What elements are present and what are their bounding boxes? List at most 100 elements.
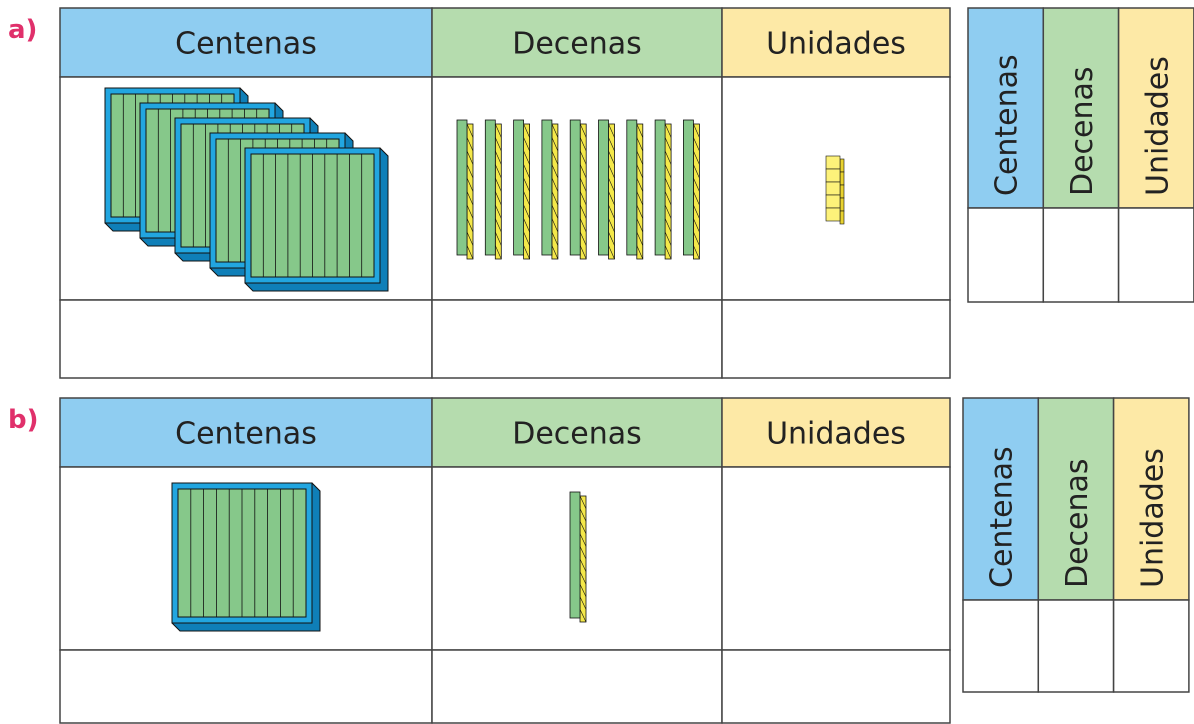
side-header-cell bbox=[962, 397, 1040, 601]
answer-cell bbox=[59, 649, 433, 724]
rod-line bbox=[636, 204, 644, 219]
rod-line bbox=[664, 164, 672, 179]
exercise-label: a) bbox=[8, 15, 37, 45]
rod-line bbox=[664, 150, 672, 165]
rod-line bbox=[495, 218, 502, 233]
rod-line bbox=[664, 191, 672, 206]
rod-line bbox=[608, 191, 615, 206]
column-header: Centenas bbox=[175, 27, 317, 62]
rod-line bbox=[608, 150, 615, 165]
side-header-cell bbox=[1112, 397, 1190, 601]
rod-line bbox=[608, 123, 615, 138]
cube-side bbox=[839, 158, 845, 173]
rod-line bbox=[693, 245, 700, 260]
rod-line bbox=[636, 177, 644, 192]
rod-line bbox=[466, 150, 474, 165]
rod-line bbox=[693, 204, 700, 219]
rod-line bbox=[608, 218, 615, 233]
rod-line bbox=[495, 191, 502, 206]
rod-line bbox=[636, 137, 644, 152]
ten-rod bbox=[569, 119, 587, 260]
rod-line bbox=[608, 245, 615, 260]
header-cell bbox=[59, 397, 433, 468]
rod-line bbox=[495, 123, 502, 138]
rod-line bbox=[693, 218, 700, 233]
rod-line bbox=[495, 137, 502, 152]
rod-line bbox=[579, 123, 587, 138]
rod-line bbox=[579, 191, 587, 206]
header-cell bbox=[431, 7, 723, 78]
rod-line bbox=[466, 245, 474, 260]
side-answer-cell bbox=[1117, 207, 1194, 303]
rod-line bbox=[495, 150, 502, 165]
cube-side bbox=[839, 184, 845, 199]
rod-line bbox=[664, 123, 672, 138]
side-answer-cell bbox=[1112, 599, 1190, 693]
rod-line bbox=[579, 558, 587, 572]
side-answer-cell bbox=[1037, 599, 1115, 693]
ten-rod bbox=[484, 119, 502, 260]
rod-face bbox=[484, 119, 496, 256]
rod-line bbox=[466, 191, 474, 206]
answer-cell bbox=[721, 649, 951, 724]
rod-line bbox=[693, 123, 700, 138]
rod-line bbox=[636, 150, 644, 165]
rod-line bbox=[495, 177, 502, 192]
rod-face bbox=[569, 119, 581, 256]
rod-line bbox=[495, 245, 502, 260]
hundred-flat bbox=[244, 147, 389, 292]
rod-line bbox=[495, 164, 502, 179]
rod-line bbox=[551, 150, 559, 165]
ten-rod bbox=[683, 119, 700, 260]
side-header: Decenas bbox=[1065, 66, 1100, 196]
rod-line bbox=[579, 596, 587, 610]
rod-line bbox=[551, 204, 559, 219]
rod-line bbox=[636, 245, 644, 260]
rod-line bbox=[636, 164, 644, 179]
column-header: Centenas bbox=[175, 417, 317, 452]
ten-rod bbox=[569, 491, 587, 623]
rod-line bbox=[636, 123, 644, 138]
rod-line bbox=[608, 204, 615, 219]
rod-line bbox=[551, 218, 559, 233]
ten-rod bbox=[598, 119, 615, 260]
rod-face bbox=[569, 491, 581, 619]
rod-line bbox=[523, 245, 530, 260]
rod-line bbox=[608, 177, 615, 192]
rod-line bbox=[579, 204, 587, 219]
rod-line bbox=[551, 231, 559, 246]
rod-line bbox=[466, 218, 474, 233]
cube-face bbox=[825, 207, 841, 222]
rod-line bbox=[693, 191, 700, 206]
rod-line bbox=[664, 218, 672, 233]
rod-face bbox=[513, 119, 524, 256]
ten-rod bbox=[541, 119, 559, 260]
rod-line bbox=[466, 137, 474, 152]
rod-line bbox=[523, 204, 530, 219]
ten-rod bbox=[456, 119, 474, 260]
rod-line bbox=[693, 231, 700, 246]
rod-line bbox=[523, 191, 530, 206]
rod-line bbox=[579, 571, 587, 585]
rod-line bbox=[523, 137, 530, 152]
rod-line bbox=[579, 521, 587, 534]
rod-line bbox=[636, 231, 644, 246]
rod-line bbox=[579, 495, 587, 509]
rod-line bbox=[466, 204, 474, 219]
rod-line bbox=[664, 231, 672, 246]
rod-line bbox=[693, 137, 700, 152]
cube-face bbox=[825, 181, 841, 196]
side-header: Unidades bbox=[1135, 448, 1170, 588]
header-cell bbox=[431, 397, 723, 468]
cube-face bbox=[825, 168, 841, 183]
rod-line bbox=[693, 164, 700, 179]
column-header: Unidades bbox=[766, 417, 906, 452]
rod-line bbox=[636, 191, 644, 206]
rod-line bbox=[551, 137, 559, 152]
side-header: Unidades bbox=[1140, 56, 1175, 196]
answer-cell bbox=[431, 649, 723, 724]
rod-line bbox=[523, 177, 530, 192]
rod-line bbox=[608, 164, 615, 179]
rod-line bbox=[579, 584, 587, 597]
